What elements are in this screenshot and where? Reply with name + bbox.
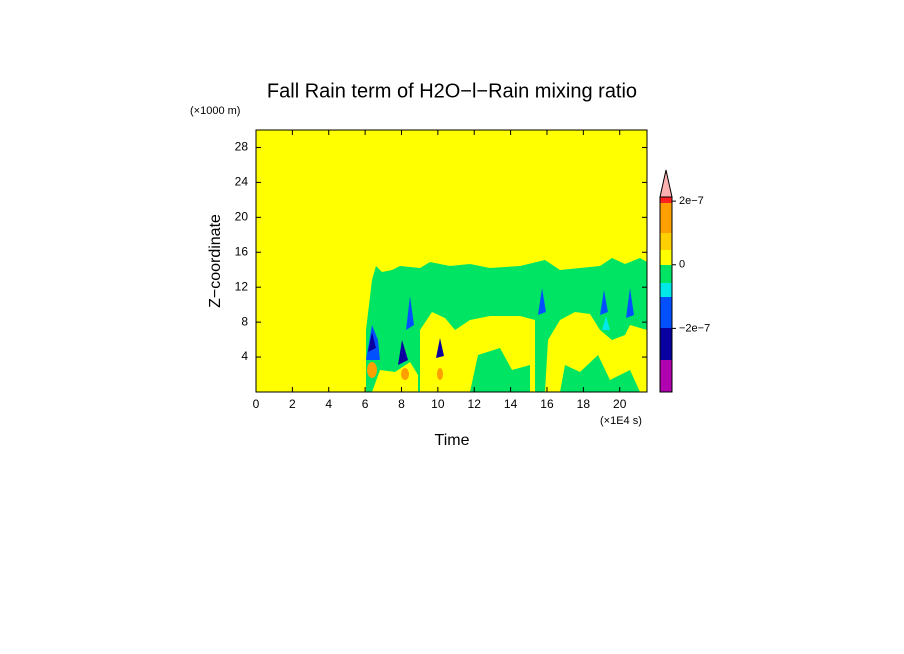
x-tick-label: 14 — [504, 397, 518, 411]
field-region — [406, 296, 414, 330]
x-tick-label: 16 — [540, 397, 554, 411]
x-axis-label: Time — [435, 432, 470, 449]
colorbar — [659, 169, 673, 393]
colorbar-swatch — [660, 283, 672, 297]
colorbar-swatch — [660, 297, 672, 328]
y-tick-label: 28 — [235, 140, 249, 154]
x-tick-label: 0 — [253, 397, 260, 411]
field-region — [538, 288, 546, 315]
colorbar-frame — [659, 196, 673, 393]
x-tick-label: 20 — [613, 397, 627, 411]
y-tick-label: 12 — [235, 279, 249, 293]
y-tick-label: 8 — [241, 314, 248, 328]
field-region — [600, 290, 608, 315]
colorbar-swatch — [660, 203, 672, 233]
x-tick-label: 18 — [577, 397, 591, 411]
field-region — [398, 340, 408, 365]
field-region — [560, 355, 640, 392]
y-axis-label: Z−coordinate — [207, 214, 224, 308]
field-region — [368, 332, 376, 352]
y-tick-label: 4 — [241, 349, 248, 363]
field — [256, 130, 647, 392]
y-tick-label: 16 — [235, 244, 249, 258]
colorbar-swatch — [660, 328, 672, 360]
field-region — [626, 288, 634, 318]
y-unit: (×1000 m) — [190, 105, 240, 117]
colorbar-swatch — [660, 197, 672, 203]
colorbar-swatch — [660, 250, 672, 265]
plot-frame — [255, 129, 648, 393]
colorbar-tick-label: 0 — [679, 259, 685, 271]
colorbar-swatch — [660, 360, 672, 392]
field-region — [602, 316, 610, 330]
x-tick-label: 4 — [325, 397, 332, 411]
field-region — [367, 362, 377, 378]
colorbar-swatch — [660, 265, 672, 283]
colorbar-tick-label: −2e−7 — [679, 322, 710, 334]
colorbar-swatch — [660, 233, 672, 250]
field-region — [470, 348, 530, 392]
x-tick-label: 6 — [362, 397, 369, 411]
x-tick-label: 8 — [398, 397, 405, 411]
y-tick-label: 20 — [235, 210, 249, 224]
x-unit: (×1E4 s) — [600, 415, 642, 427]
field-region — [437, 368, 443, 380]
colorbar-tick-label: 2e−7 — [679, 195, 704, 207]
x-tick-label: 10 — [431, 397, 445, 411]
x-tick-label: 2 — [289, 397, 296, 411]
field-region — [401, 368, 409, 380]
colorbar-extension — [659, 169, 673, 198]
chart-title: Fall Rain term of H2O−l−Rain mixing rati… — [267, 80, 637, 102]
field-region — [436, 338, 444, 358]
x-tick-label: 12 — [468, 397, 482, 411]
y-tick-label: 24 — [235, 175, 249, 189]
